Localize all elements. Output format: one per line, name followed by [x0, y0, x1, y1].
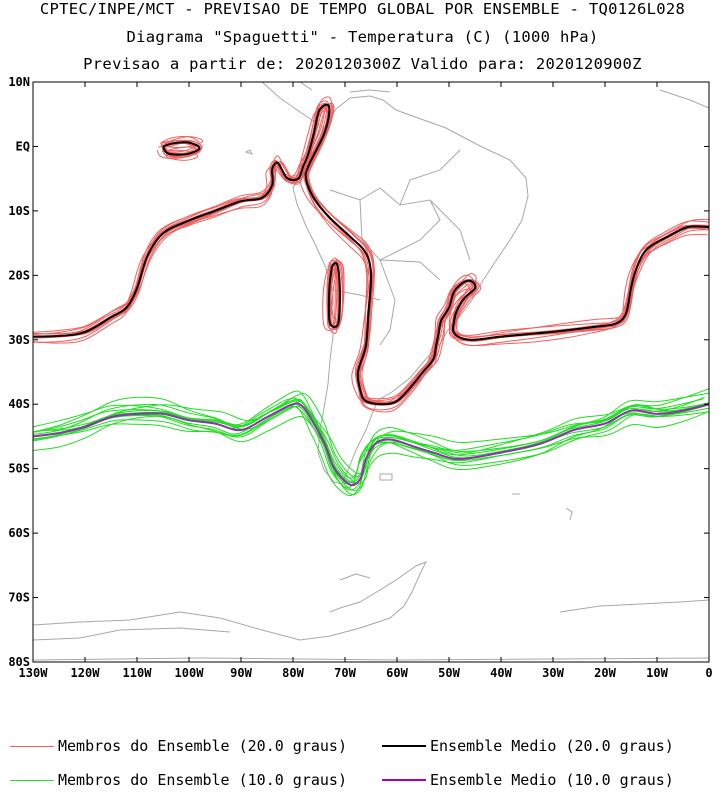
- ensemble-mean-10-contour: [33, 402, 709, 487]
- title-line-3: Previsao a partir de: 2020120300Z Valido…: [83, 55, 642, 73]
- lon-tick-label: 90W: [230, 666, 252, 680]
- legend-row-10: Membros do Ensemble (10.0 graus) Ensembl…: [10, 768, 720, 792]
- legend-swatch-members-10: [10, 779, 54, 781]
- member-10-contour: [33, 404, 703, 489]
- lon-tick-label: 80W: [282, 666, 304, 680]
- lon-tick-label: 20W: [594, 666, 616, 680]
- lat-tick-label: 40S: [8, 397, 30, 411]
- lat-tick-label: 20S: [8, 268, 30, 282]
- mean-20-contour: [327, 261, 341, 328]
- lat-tick-label: EQ: [16, 139, 30, 153]
- lon-tick-label: 30W: [542, 666, 564, 680]
- member-20-contour: [330, 263, 345, 329]
- lon-tick-label: 120W: [71, 666, 101, 680]
- lon-tick-label: 0: [705, 666, 712, 680]
- legend-label-mean-10: Ensemble Medio (10.0 graus): [430, 771, 674, 789]
- member-10-contour: [33, 397, 704, 485]
- lon-tick-label: 70W: [334, 666, 356, 680]
- legend-item-members-20: Membros do Ensemble (20.0 graus): [10, 734, 347, 758]
- country-borders: [329, 149, 471, 346]
- lon-tick-label: 60W: [386, 666, 408, 680]
- lat-tick-label: 10S: [8, 204, 30, 218]
- title-line-2: Diagrama "Spaguetti" - Temperatura (C) (…: [126, 28, 599, 46]
- africa-coast: [659, 89, 709, 109]
- lon-tick-label: 50W: [438, 666, 460, 680]
- lat-tick-label: 50S: [8, 462, 30, 476]
- member-20-contour: [33, 103, 705, 403]
- member-20-contour: [322, 263, 340, 331]
- lon-tick-label: 40W: [490, 666, 512, 680]
- member-20-contour: [330, 259, 343, 320]
- member-10-contour: [33, 404, 708, 491]
- ensemble-mean-20-contour: [33, 103, 709, 406]
- legend-item-mean-10: Ensemble Medio (10.0 graus): [382, 768, 674, 792]
- mean-20-contour: [33, 103, 709, 406]
- lon-tick-label: 100W: [175, 666, 205, 680]
- legend-label-members-10: Membros do Ensemble (10.0 graus): [58, 771, 347, 789]
- title-line-1: CPTEC/INPE/MCT - PREVISAO DE TEMPO GLOBA…: [39, 0, 686, 18]
- lat-tick-label: 70S: [8, 591, 30, 605]
- plot-frame: [32, 81, 710, 663]
- member-10-contour: [40, 400, 709, 475]
- lon-tick-label: 10W: [646, 666, 668, 680]
- central-america-coast: [261, 82, 391, 131]
- member-20-contour: [161, 148, 199, 161]
- mean-10-contour: [33, 402, 709, 487]
- member-10-contour: [35, 405, 709, 496]
- lat-tick-label: 30S: [8, 333, 30, 347]
- legend-item-members-10: Membros do Ensemble (10.0 graus): [10, 768, 347, 792]
- member-20-contour: [33, 96, 709, 402]
- member-10-contour: [33, 405, 709, 497]
- ensemble-members-20-contours: [33, 96, 709, 413]
- lat-tick-label: 80S: [8, 655, 30, 669]
- south-america-coast: [292, 95, 529, 485]
- lat-tick-label: 10N: [8, 75, 30, 89]
- legend-label-mean-20: Ensemble Medio (20.0 graus): [430, 737, 674, 755]
- lon-tick-label: 110W: [123, 666, 153, 680]
- antarctica-coast: [33, 561, 709, 661]
- member-10-contour: [33, 390, 709, 484]
- legend-item-mean-20: Ensemble Medio (20.0 graus): [382, 734, 674, 758]
- mean-20-contour: [162, 141, 201, 156]
- legend-label-members-20: Membros do Ensemble (20.0 graus): [58, 737, 347, 755]
- member-10-contour: [33, 388, 709, 478]
- lat-tick-label: 60S: [8, 526, 30, 540]
- coastlines: [33, 82, 709, 661]
- island-outlines: [244, 149, 573, 521]
- ensemble-members-10-contours: [33, 388, 709, 497]
- legend-swatch-mean-10: [382, 779, 426, 781]
- legend-swatch-mean-20: [382, 745, 426, 747]
- legend-row-20: Membros do Ensemble (20.0 graus) Ensembl…: [10, 734, 720, 758]
- member-20-contour: [38, 105, 709, 406]
- member-20-contour: [163, 136, 204, 148]
- legend-swatch-members-20: [10, 745, 54, 747]
- lon-tick-label: 130W: [19, 666, 49, 680]
